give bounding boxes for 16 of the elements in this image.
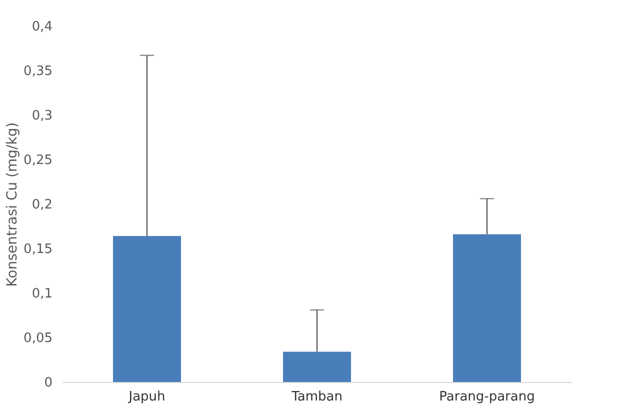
y-tick-label: 0,1 (32, 286, 52, 302)
y-tick-label: 0 (44, 376, 52, 390)
bar (113, 236, 181, 382)
bar (453, 234, 521, 382)
bar (283, 352, 351, 382)
x-tick-label: Parang-parang (439, 390, 535, 404)
y-tick-label: 0,15 (24, 242, 52, 257)
y-tick-label: 0,25 (24, 153, 52, 168)
y-tick-label: 0,4 (32, 20, 52, 34)
y-tick-label: 0,05 (24, 331, 52, 346)
y-tick-label: 0,3 (32, 108, 52, 124)
y-tick-label: 0,35 (24, 64, 52, 79)
x-tick-label: Japuh (128, 390, 166, 404)
y-axis-title: Konsentrasi Cu (mg/kg) (4, 122, 21, 287)
y-tick-label: 0,2 (32, 198, 52, 212)
x-tick-label: Tamban (290, 390, 342, 404)
